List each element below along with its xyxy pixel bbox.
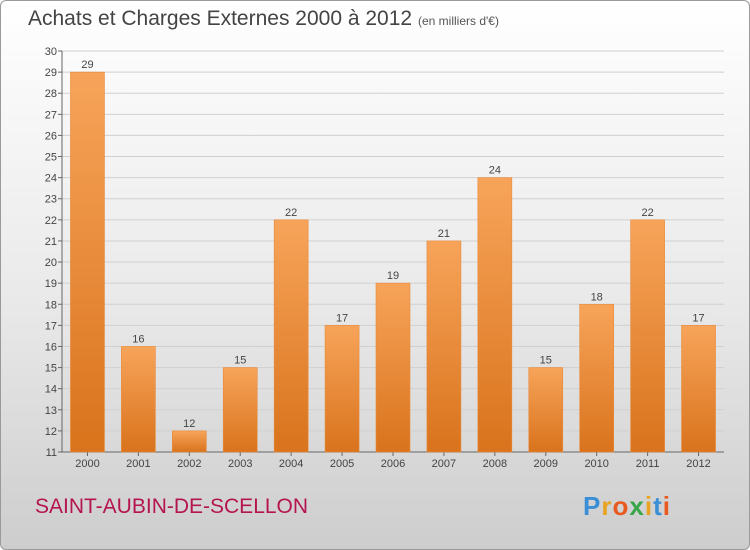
bar [172, 430, 207, 453]
x-tick-label: 2009 [534, 458, 558, 470]
y-tick-label: 29 [45, 67, 57, 79]
x-tick-label: 2002 [177, 458, 201, 470]
x-tick-label: 2008 [483, 458, 507, 470]
logo-letter: i [662, 491, 671, 521]
y-tick-label: 28 [45, 88, 57, 100]
bar [630, 219, 665, 453]
y-tick-label: 17 [45, 320, 57, 332]
bar [70, 71, 105, 453]
y-tick-label: 22 [45, 215, 57, 227]
x-tick-label: 2010 [584, 458, 608, 470]
y-tick-label: 30 [45, 46, 57, 58]
y-tick-label: 12 [45, 426, 57, 438]
y-tick-label: 13 [45, 405, 57, 417]
data-label: 29 [81, 59, 93, 71]
bar [477, 177, 513, 453]
bars: 29 16 12 15 22 17 19 21 24 15 18 22 17 [70, 59, 716, 453]
y-tick-label: 11 [46, 447, 57, 459]
data-label: 22 [285, 207, 297, 219]
data-label: 19 [387, 270, 399, 282]
data-label: 17 [336, 312, 348, 324]
x-tick-label: 2012 [686, 458, 710, 470]
data-label: 18 [591, 291, 603, 303]
x-tick-label: 2005 [330, 458, 354, 470]
y-tick-label: 25 [45, 152, 57, 164]
chart-title: Achats et Charges Externes 2000 à 2012 [28, 7, 413, 30]
bar [121, 346, 156, 453]
x-tick-label: 2000 [75, 458, 99, 470]
bar [375, 282, 411, 453]
logo-letter: o [612, 491, 630, 521]
y-tick-label: 16 [45, 341, 57, 353]
bar [222, 367, 258, 453]
x-tick-label: 2011 [636, 458, 660, 470]
x-tick-label: 2001 [126, 458, 150, 470]
bar [324, 325, 360, 453]
bar [273, 219, 309, 453]
x-tick-label: 2006 [381, 458, 405, 470]
data-label: 22 [641, 207, 653, 219]
y-tick-label: 18 [45, 299, 57, 311]
logo-letter: P [583, 491, 602, 521]
chart-subtitle: (en milliers d'€) [418, 14, 499, 28]
y-tick-label: 21 [45, 236, 57, 248]
bar [528, 367, 564, 453]
bar [681, 325, 716, 453]
proxiti-logo: Proxiti [583, 491, 671, 522]
data-label: 16 [132, 333, 144, 345]
data-label: 24 [489, 165, 501, 177]
x-tick-label: 2003 [228, 458, 252, 470]
y-tick-label: 19 [45, 278, 57, 290]
y-tick-label: 23 [45, 194, 57, 206]
data-label: 15 [540, 355, 552, 367]
y-tick-label: 24 [45, 173, 57, 185]
y-tick-label: 20 [45, 257, 57, 269]
bar [426, 240, 462, 453]
y-tick-label: 27 [45, 109, 57, 121]
y-tick-label: 15 [45, 363, 57, 375]
commune-name: SAINT-AUBIN-DE-SCELLON [35, 495, 309, 518]
y-tick-label: 26 [45, 130, 57, 142]
logo-letter: x [629, 491, 645, 521]
logo-letter: t [653, 491, 663, 521]
data-label: 21 [438, 228, 450, 240]
logo-letter: i [644, 491, 654, 521]
y-tick-label: 14 [45, 384, 57, 396]
data-label: 15 [234, 355, 246, 367]
bar [579, 303, 614, 453]
logo-letter: r [601, 491, 613, 521]
data-label: 12 [183, 418, 195, 430]
x-tick-label: 2007 [432, 458, 456, 470]
data-label: 17 [692, 312, 704, 324]
x-tick-label: 2004 [279, 458, 303, 470]
